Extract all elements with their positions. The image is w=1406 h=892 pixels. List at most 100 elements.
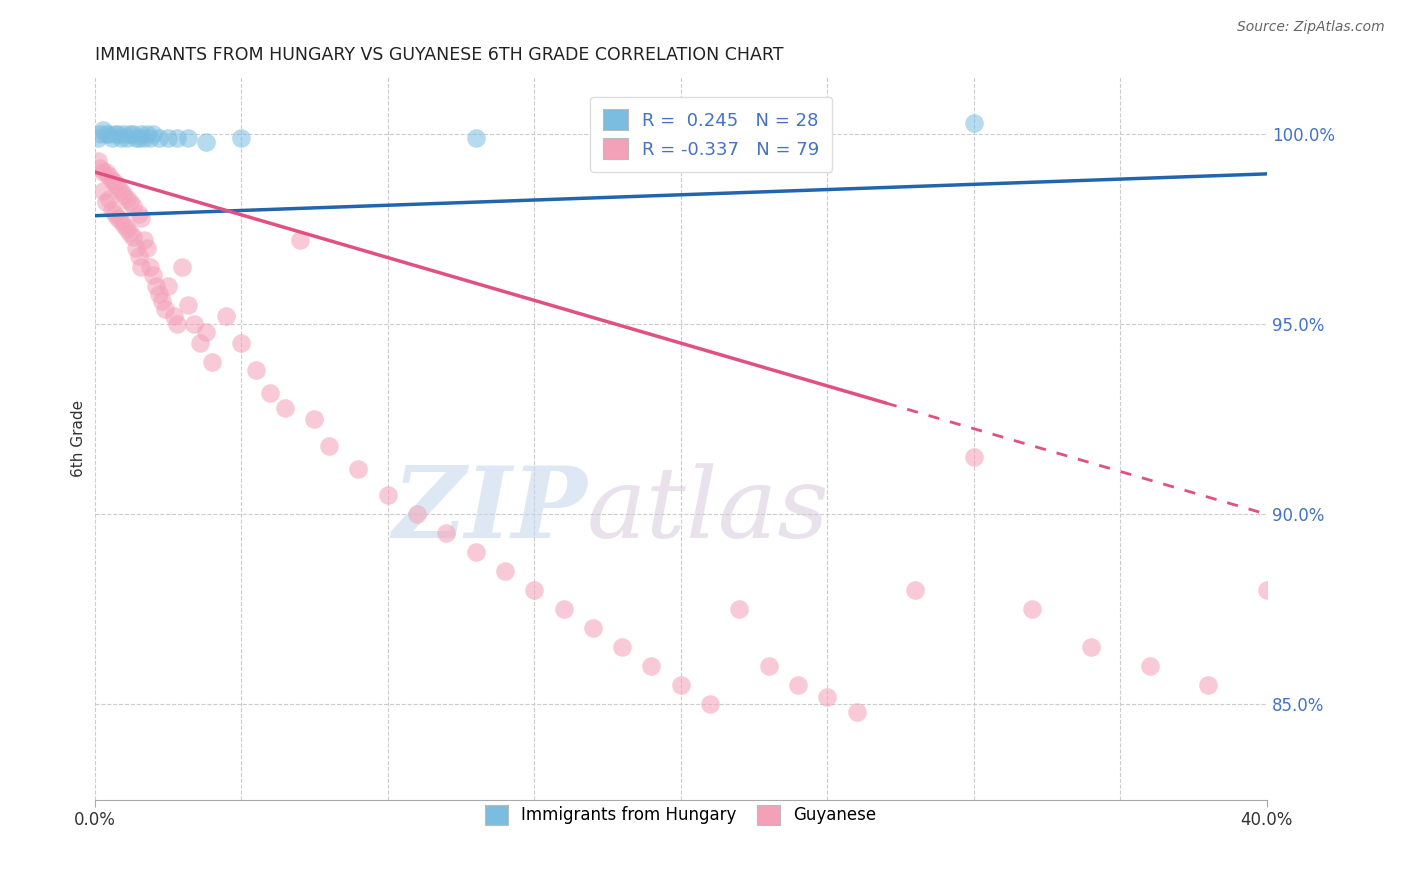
Point (194, 325, 217, 339)
Point (134, 234, 156, 248)
Point (142, 127, 165, 141)
Point (118, 226, 141, 240)
Point (124, 130, 146, 145)
Point (215, 310, 238, 324)
Point (177, 298, 200, 312)
Point (115, 192, 138, 206)
Point (110, 130, 132, 145)
Point (89, 161, 111, 176)
Point (288, 234, 311, 248)
Point (194, 135, 217, 149)
Point (107, 180, 129, 194)
Point (98, 192, 121, 206)
Legend: Immigrants from Hungary, Guyanese: Immigrants from Hungary, Guyanese (475, 796, 887, 835)
Point (121, 229, 143, 244)
Point (98, 169, 121, 183)
Point (98, 127, 121, 141)
Point (145, 279, 167, 293)
Point (139, 260, 162, 274)
Point (963, 115, 986, 129)
Point (104, 127, 127, 141)
Point (274, 401, 297, 415)
Point (101, 130, 124, 145)
Point (96, 195, 118, 210)
Point (1021, 602, 1043, 616)
Point (582, 621, 605, 635)
Point (758, 659, 780, 673)
Point (121, 199, 143, 213)
Point (107, 127, 129, 141)
Point (142, 268, 165, 282)
Point (86, 153, 108, 168)
Point (148, 130, 170, 145)
Point (494, 564, 516, 578)
Point (787, 678, 810, 692)
Point (96, 165, 118, 179)
Point (112, 218, 135, 232)
Point (553, 602, 575, 616)
Point (904, 583, 927, 598)
Point (464, 545, 486, 559)
Point (177, 130, 200, 145)
Text: Source: ZipAtlas.com: Source: ZipAtlas.com (1237, 20, 1385, 34)
Point (93, 165, 115, 179)
Point (669, 678, 692, 692)
Point (434, 526, 457, 541)
Point (136, 127, 159, 141)
Point (153, 301, 176, 316)
Point (101, 202, 124, 217)
Text: IMMIGRANTS FROM HUNGARY VS GUYANESE 6TH GRADE CORRELATION CHART: IMMIGRANTS FROM HUNGARY VS GUYANESE 6TH … (94, 46, 783, 64)
Point (128, 207, 150, 221)
Point (699, 698, 721, 712)
Point (406, 508, 429, 522)
Point (93, 184, 115, 198)
Point (118, 195, 141, 210)
Point (377, 488, 399, 502)
Point (163, 310, 186, 324)
Point (845, 705, 868, 719)
Point (118, 127, 141, 141)
Point (131, 127, 153, 141)
Point (86, 130, 108, 145)
Point (89, 127, 111, 141)
Text: atlas: atlas (586, 463, 830, 558)
Point (93, 123, 115, 137)
Point (112, 127, 135, 141)
Point (110, 184, 132, 198)
Point (166, 130, 188, 145)
Point (172, 260, 194, 274)
Point (464, 130, 486, 145)
Point (104, 207, 127, 221)
Point (96, 127, 118, 141)
Point (1139, 659, 1161, 673)
Point (1256, 583, 1278, 598)
Point (148, 286, 170, 301)
Point (131, 211, 153, 225)
Point (128, 249, 150, 263)
Point (1080, 640, 1102, 655)
Point (124, 241, 146, 255)
Point (245, 363, 267, 377)
Y-axis label: 6th Grade: 6th Grade (72, 400, 86, 476)
Point (963, 450, 986, 465)
Point (183, 317, 205, 331)
Point (150, 294, 173, 309)
Point (107, 211, 129, 225)
Point (112, 187, 135, 202)
Point (640, 659, 662, 673)
Point (610, 640, 633, 655)
Point (259, 385, 281, 400)
Point (229, 130, 252, 145)
Point (128, 130, 150, 145)
Point (1197, 678, 1219, 692)
Point (115, 222, 138, 236)
Point (728, 602, 751, 616)
Point (101, 172, 124, 186)
Point (304, 412, 326, 426)
Point (115, 130, 138, 145)
Point (229, 336, 252, 351)
Point (347, 461, 370, 475)
Point (318, 439, 340, 453)
Point (134, 130, 156, 145)
Point (104, 177, 127, 191)
